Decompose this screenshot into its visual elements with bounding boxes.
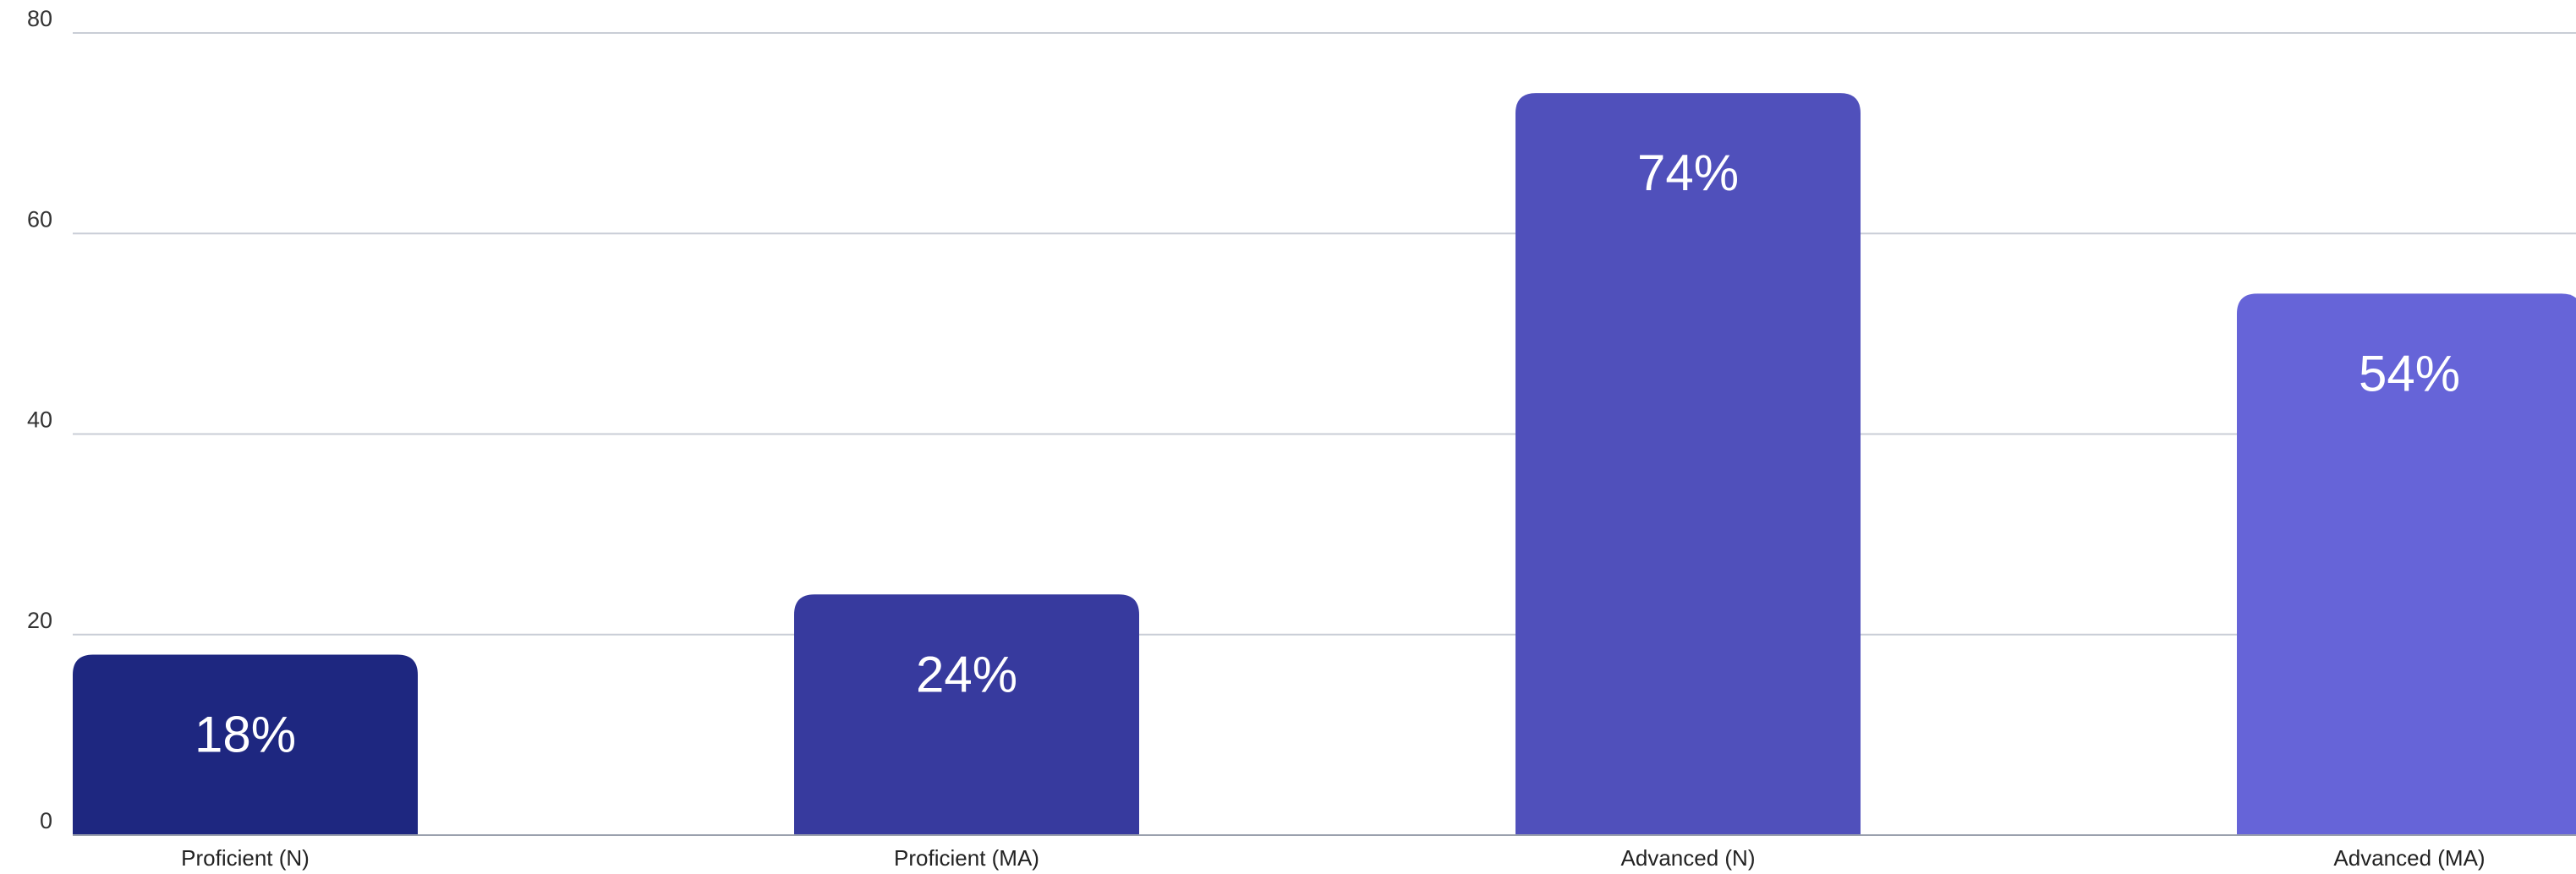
gridlines xyxy=(73,32,2576,636)
y-tick-label: 0 xyxy=(40,808,52,833)
bar xyxy=(73,654,418,835)
data-label: 54% xyxy=(2359,345,2460,401)
data-labels: 18% 24% 74% 54% xyxy=(195,145,2460,762)
bar xyxy=(2237,293,2576,835)
y-tick-label: 60 xyxy=(27,206,52,232)
bar xyxy=(794,594,1139,835)
data-label: 74% xyxy=(1637,145,1739,201)
data-label: 18% xyxy=(195,706,296,762)
y-tick-label: 40 xyxy=(27,407,52,433)
y-axis-ticks: 0 20 40 60 80 xyxy=(27,6,52,833)
x-tick-label: Advanced (N) xyxy=(1621,845,1756,871)
x-tick-label: Advanced (MA) xyxy=(2333,845,2485,871)
y-tick-label: 20 xyxy=(27,608,52,633)
data-label: 24% xyxy=(916,646,1017,702)
x-axis-ticks: Proficient (N) Proficient (MA) Advanced (N… xyxy=(181,845,2485,871)
y-tick-label: 80 xyxy=(27,6,52,31)
x-tick-label: Proficient (MA) xyxy=(894,845,1039,871)
bars xyxy=(73,93,2576,836)
bar xyxy=(1515,93,1861,836)
x-tick-label: Proficient (N) xyxy=(181,845,310,871)
